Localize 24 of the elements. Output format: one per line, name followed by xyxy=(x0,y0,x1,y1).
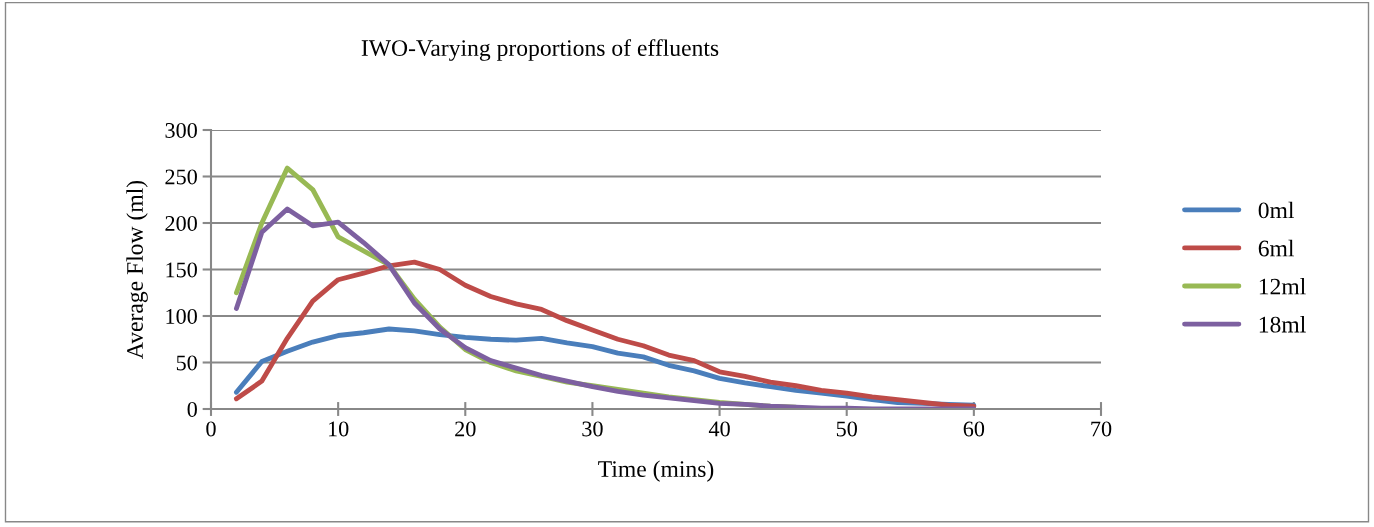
y-tick-label: 100 xyxy=(166,308,197,324)
line-series xyxy=(234,206,977,409)
x-tick-label: 20 xyxy=(455,421,476,437)
x-tick-label: 50 xyxy=(836,421,857,437)
y-tick-label: 50 xyxy=(176,355,197,371)
x-tick-label: 30 xyxy=(582,421,603,437)
legend-label: 12ml xyxy=(1259,277,1306,295)
y-axis-title: Average Flow (ml) xyxy=(126,180,148,359)
line-series xyxy=(234,259,977,409)
y-tick-label: 250 xyxy=(165,169,197,185)
legend-label: 18ml xyxy=(1259,315,1306,333)
x-axis-title: Time (mins) xyxy=(598,460,714,482)
y-tick-label: 300 xyxy=(165,122,197,138)
legend-label: 0ml xyxy=(1258,201,1294,219)
x-tick-label: 40 xyxy=(708,421,730,437)
x-tick-label: 70 xyxy=(1091,421,1112,437)
y-tick-label: 150 xyxy=(166,262,197,278)
x-tick-label: 0 xyxy=(206,421,216,437)
x-tick-label: 60 xyxy=(963,421,985,437)
y-tick-label: 0 xyxy=(187,401,197,417)
x-tick-label: 10 xyxy=(328,421,349,437)
legend-label: 6ml xyxy=(1258,239,1294,257)
y-tick-label: 200 xyxy=(165,215,197,231)
chart-title: IWO-Varying proportions of effluents xyxy=(361,39,719,61)
